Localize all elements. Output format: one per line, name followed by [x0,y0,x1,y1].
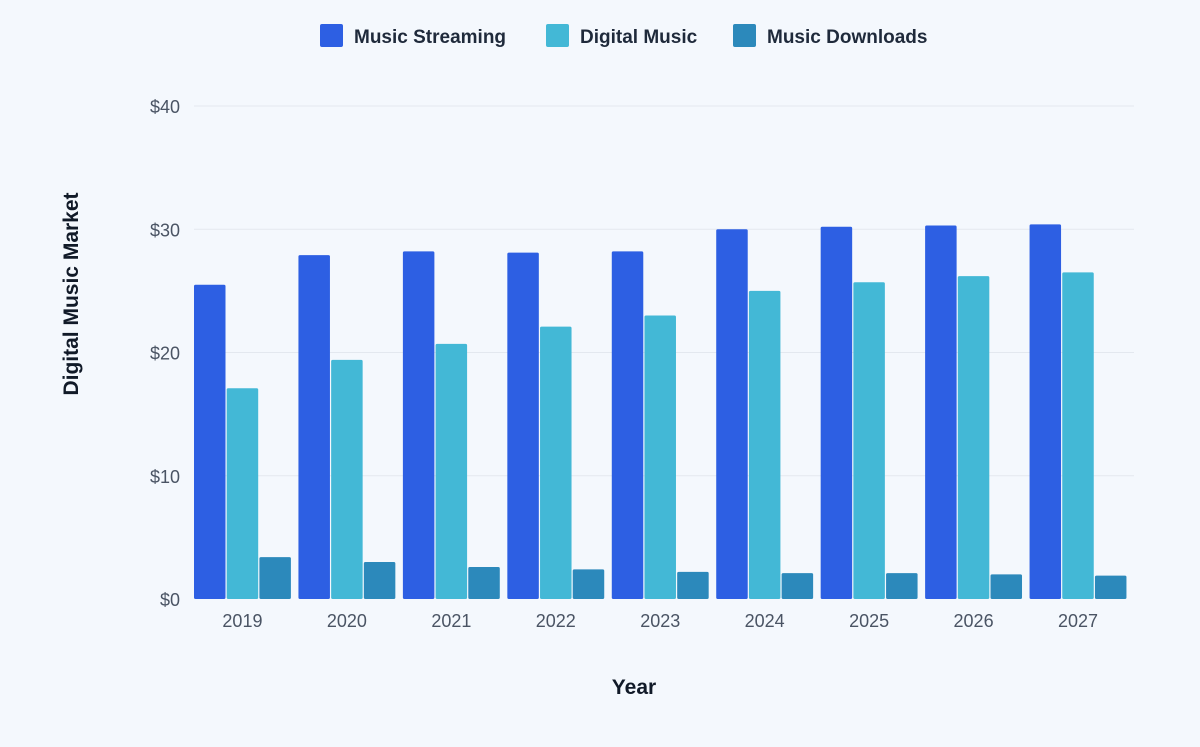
bar-music-streaming-2019 [194,284,226,599]
x-tick-label: 2027 [1058,611,1098,631]
x-tick-label: 2025 [849,611,889,631]
bar-music-streaming-2025 [820,226,853,599]
bar-digital-music-2023 [644,315,676,599]
bar-music-streaming-2024 [716,229,748,599]
x-axis-ticks: 2019 2020 2021 2022 2023 2024 2025 2026 2027 [222,611,1098,631]
legend-label: Music Streaming [354,27,506,48]
bar-music-downloads-2027 [1094,575,1127,599]
x-tick-label: 2026 [954,611,994,631]
x-tick-label: 2020 [327,611,367,631]
y-tick-label: $40 [150,97,180,117]
bar-music-downloads-2021 [468,566,500,599]
x-tick-label: 2022 [536,611,576,631]
bar-music-downloads-2023 [677,571,709,599]
bar-music-downloads-2019 [259,557,291,599]
legend-label: Music Downloads [767,27,927,48]
bar-digital-music-2022 [540,326,572,599]
bar-music-downloads-2026 [990,574,1023,599]
legend: Music Streaming Digital Music Music Downlo… [320,24,927,48]
legend-swatch [546,24,569,47]
bar-digital-music-2026 [957,276,990,599]
x-tick-label: 2019 [222,611,262,631]
bar-digital-music-2025 [853,282,885,599]
bar-digital-music-2021 [435,343,468,599]
bar-digital-music-2024 [748,290,781,599]
y-tick-label: $30 [150,220,180,240]
bar-music-downloads-2020 [363,562,396,599]
y-axis-ticks: $0 $10 $20 $30 $40 [150,97,180,610]
legend-swatch [320,24,343,47]
bar-music-streaming-2026 [925,225,957,600]
legend-label: Digital Music [580,27,698,48]
bar-music-downloads-2024 [781,573,814,599]
y-tick-label: $10 [150,467,180,487]
bar-digital-music-2020 [331,359,363,599]
x-axis-title: Year [612,676,656,699]
bar-music-streaming-2027 [1029,224,1062,599]
bar-music-downloads-2025 [886,573,918,599]
x-tick-label: 2024 [745,611,785,631]
y-tick-label: $0 [160,590,180,610]
y-axis-title: Digital Music Market [60,192,83,395]
bars [194,224,1127,600]
bar-music-downloads-2022 [572,569,605,599]
x-tick-label: 2023 [640,611,680,631]
x-tick-label: 2021 [431,611,471,631]
bar-music-streaming-2022 [507,252,539,600]
y-tick-label: $20 [150,344,180,364]
bar-music-streaming-2021 [402,251,435,599]
legend-swatch [733,24,756,47]
bar-music-streaming-2020 [298,255,330,599]
bar-digital-music-2019 [226,388,259,599]
bar-music-streaming-2023 [611,251,644,599]
bar-digital-music-2027 [1062,272,1094,599]
